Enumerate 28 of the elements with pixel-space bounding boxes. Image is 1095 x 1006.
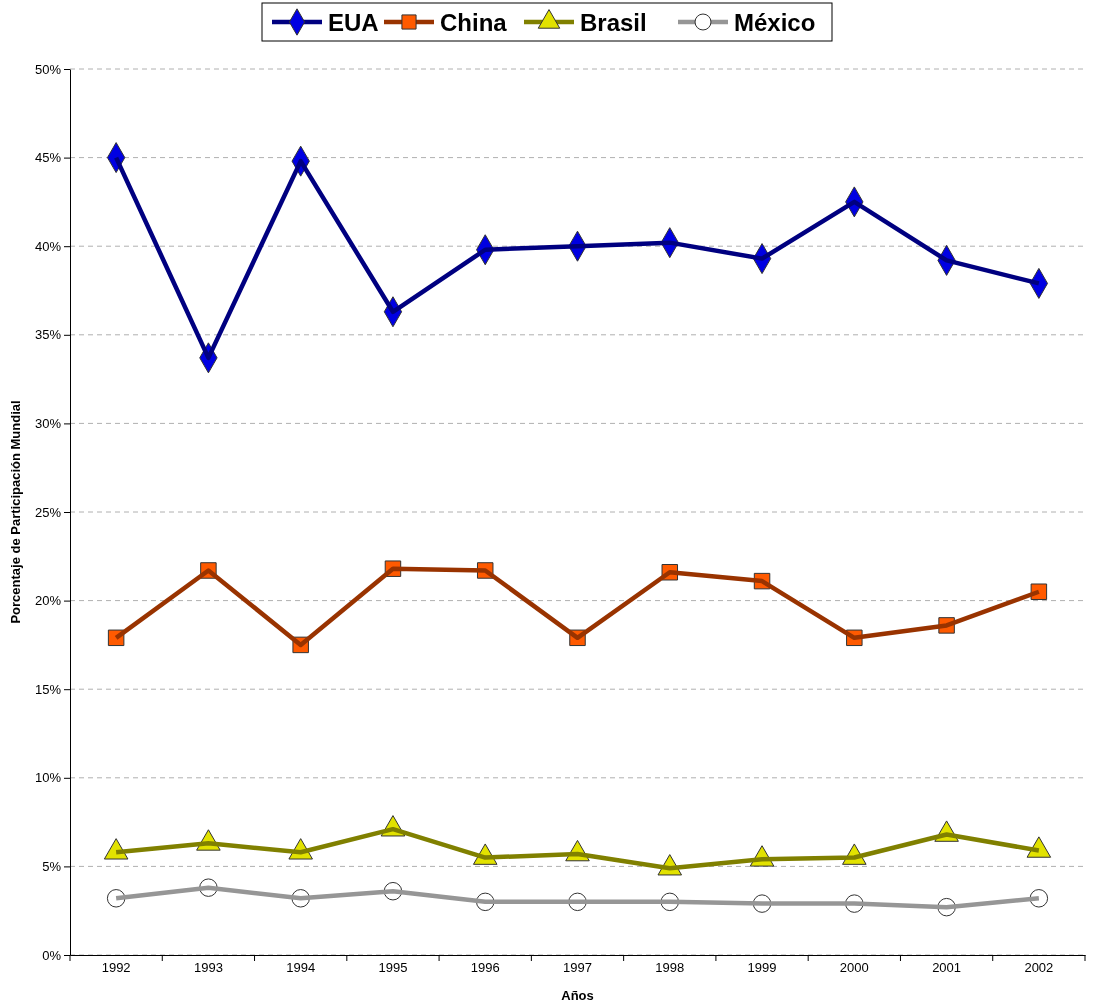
legend-label: China (440, 9, 508, 36)
x-axis-title: Años (561, 988, 594, 1003)
y-tick-label: 0% (42, 947, 62, 963)
x-tick-label: 1997 (563, 960, 592, 976)
x-tick-label: 1993 (193, 960, 223, 976)
y-tick-label: 5% (42, 859, 62, 875)
x-tick-label: 2002 (1024, 960, 1054, 976)
y-tick-label: 15% (34, 681, 62, 697)
x-tick-label: 2000 (839, 960, 869, 976)
y-tick-label: 25% (34, 504, 62, 520)
x-tick-label: 1998 (655, 960, 685, 976)
x-tick-label: 1995 (378, 960, 408, 976)
x-tick-label: 1994 (286, 960, 316, 976)
y-tick-label: 50% (34, 61, 62, 77)
y-tick-label: 35% (34, 327, 62, 343)
legend-label: Brasil (580, 9, 647, 36)
y-tick-label: 40% (34, 238, 62, 254)
x-tick-label: 1996 (470, 960, 500, 976)
x-tick-label: 1992 (101, 960, 131, 976)
legend-label: México (734, 9, 816, 36)
y-tick-label: 30% (34, 416, 62, 432)
y-tick-label: 20% (34, 593, 62, 609)
x-tick-label: 2001 (932, 960, 962, 976)
x-tick-label: 1999 (747, 960, 777, 976)
y-axis-title: Porcentaje de Participación Mundial (8, 400, 23, 624)
y-tick-label: 45% (34, 150, 62, 166)
y-tick-label: 10% (34, 770, 62, 786)
legend-label: EUA (328, 9, 379, 36)
